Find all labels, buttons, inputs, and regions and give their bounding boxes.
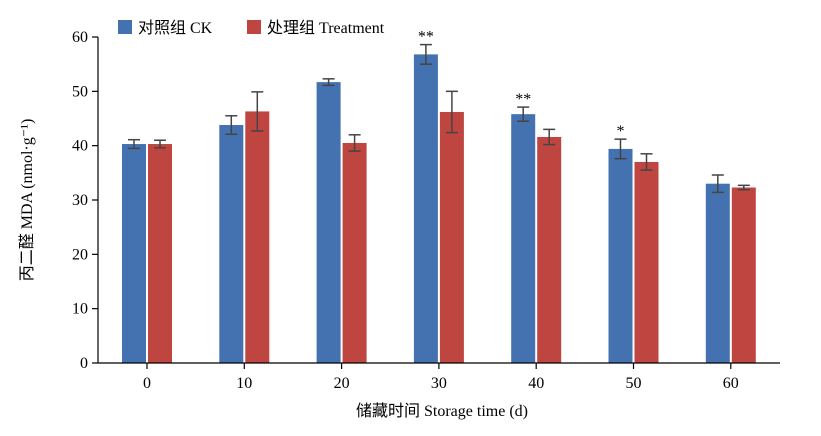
x-tick-label: 20 <box>334 375 350 392</box>
bar-ck <box>608 148 633 363</box>
legend-swatch-ck <box>118 20 132 34</box>
y-axis-ticks: 0 10 20 30 40 50 60 <box>72 29 98 372</box>
bar-ck <box>413 54 438 364</box>
significance-mark: ** <box>418 29 434 46</box>
significance-mark: * <box>617 123 625 140</box>
x-tick-label: 30 <box>431 375 447 392</box>
y-tick-label: 50 <box>72 83 88 100</box>
bar-treatment <box>634 161 659 363</box>
bar-treatment <box>731 187 756 363</box>
bar-ck <box>705 183 730 363</box>
y-tick-label: 40 <box>72 138 88 155</box>
x-axis-ticks: 0 10 20 30 40 50 60 <box>143 363 739 392</box>
y-tick-label: 10 <box>72 301 88 318</box>
bar-ck <box>511 114 536 363</box>
x-tick-label: 10 <box>236 375 252 392</box>
bar-ck <box>219 125 244 364</box>
legend-swatch-treatment <box>247 20 261 34</box>
y-tick-label: 0 <box>80 355 88 372</box>
y-tick-label: 60 <box>72 29 88 46</box>
legend-label-ck: 对照组 CK <box>138 19 213 37</box>
y-tick-label: 30 <box>72 192 88 209</box>
significance-marks: ***** <box>418 29 625 141</box>
bar-treatment <box>537 136 562 363</box>
y-axis-title: 丙二醛 MDA (nmol·g⁻¹) <box>18 119 36 282</box>
x-tick-label: 60 <box>723 375 739 392</box>
error-bars <box>128 43 750 194</box>
x-tick-label: 40 <box>528 375 544 392</box>
bar-ck <box>316 82 341 363</box>
significance-mark: ** <box>515 91 531 108</box>
legend-label-treatment: 处理组 Treatment <box>267 19 385 37</box>
y-tick-label: 20 <box>72 246 88 263</box>
bar-treatment <box>342 142 367 363</box>
x-axis-title: 储藏时间 Storage time (d) <box>356 402 528 420</box>
bar-treatment <box>148 144 172 363</box>
x-tick-label: 50 <box>626 375 642 392</box>
bars <box>122 54 756 364</box>
bar-treatment <box>245 111 270 363</box>
bar-treatment <box>439 111 464 363</box>
bar-ck <box>122 144 146 363</box>
legend: 对照组 CK 处理组 Treatment <box>118 19 385 37</box>
x-tick-label: 0 <box>143 375 151 392</box>
